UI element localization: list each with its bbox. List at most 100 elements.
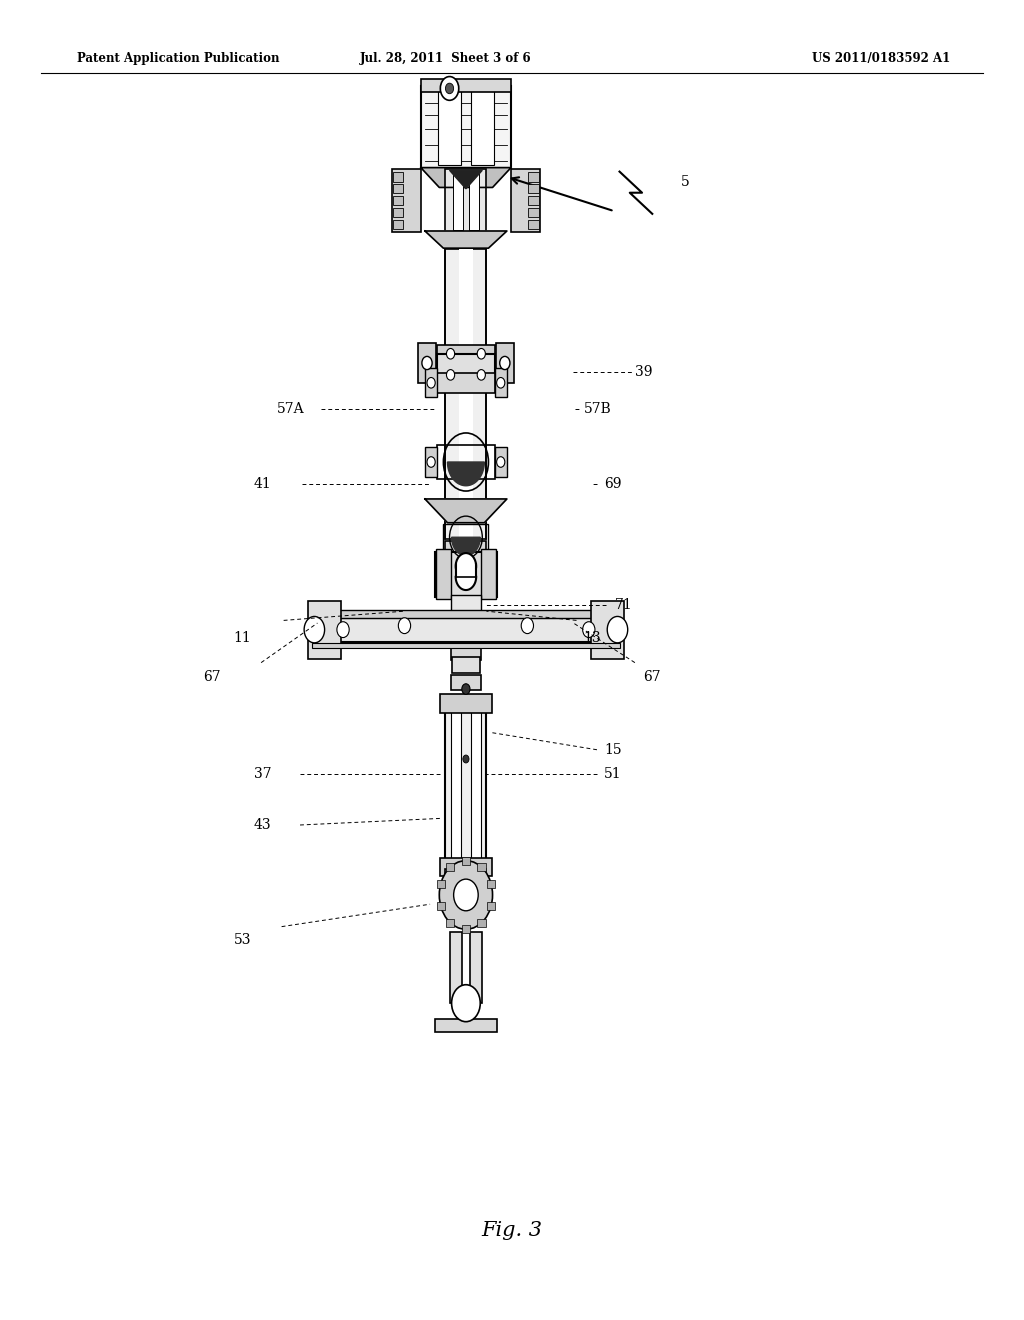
Bar bbox=[451, 675, 481, 690]
Text: 57A: 57A bbox=[276, 403, 304, 416]
Bar bbox=[528, 219, 539, 230]
Circle shape bbox=[477, 348, 485, 359]
Bar bbox=[495, 368, 507, 397]
Bar bbox=[425, 368, 437, 397]
Text: Patent Application Publication: Patent Application Publication bbox=[77, 51, 280, 65]
Bar bbox=[445, 541, 486, 554]
Text: 15: 15 bbox=[604, 743, 622, 756]
Bar bbox=[440, 694, 492, 713]
Bar bbox=[421, 86, 511, 168]
Polygon shape bbox=[450, 170, 482, 189]
Bar bbox=[450, 932, 462, 1003]
Text: 57B: 57B bbox=[584, 403, 611, 416]
Text: 5: 5 bbox=[681, 176, 690, 189]
Bar bbox=[446, 863, 455, 871]
Circle shape bbox=[497, 378, 505, 388]
Bar bbox=[451, 595, 481, 611]
Circle shape bbox=[452, 985, 480, 1022]
Bar bbox=[425, 447, 437, 477]
Bar bbox=[487, 880, 496, 888]
Text: 69: 69 bbox=[604, 478, 622, 491]
Bar bbox=[393, 183, 403, 193]
Circle shape bbox=[521, 618, 534, 634]
Text: 71: 71 bbox=[614, 598, 632, 611]
Circle shape bbox=[427, 457, 435, 467]
Bar bbox=[418, 343, 436, 383]
Bar bbox=[312, 643, 620, 648]
Circle shape bbox=[440, 77, 459, 100]
Bar bbox=[437, 445, 495, 479]
Bar bbox=[453, 170, 463, 230]
Bar bbox=[436, 902, 444, 909]
Bar bbox=[470, 932, 482, 1003]
Circle shape bbox=[446, 370, 455, 380]
Bar bbox=[451, 710, 461, 861]
Bar bbox=[393, 219, 403, 230]
Text: 11: 11 bbox=[233, 631, 251, 644]
Bar bbox=[393, 195, 403, 205]
Text: 37: 37 bbox=[254, 767, 271, 780]
Bar bbox=[436, 549, 451, 599]
Bar bbox=[393, 207, 403, 216]
Text: 43: 43 bbox=[254, 818, 271, 832]
Bar bbox=[462, 925, 470, 933]
Bar bbox=[528, 183, 539, 193]
Bar bbox=[528, 172, 539, 181]
Bar bbox=[392, 169, 421, 232]
Circle shape bbox=[398, 618, 411, 634]
Circle shape bbox=[462, 684, 470, 694]
Bar bbox=[308, 601, 341, 659]
Bar bbox=[443, 524, 488, 550]
Circle shape bbox=[446, 348, 455, 359]
Circle shape bbox=[607, 616, 628, 643]
Circle shape bbox=[439, 861, 493, 929]
Bar bbox=[591, 601, 624, 659]
Circle shape bbox=[463, 755, 469, 763]
Bar bbox=[435, 1019, 497, 1032]
Bar bbox=[393, 172, 403, 181]
Circle shape bbox=[583, 622, 595, 638]
Bar bbox=[445, 169, 486, 232]
Circle shape bbox=[500, 356, 510, 370]
Bar bbox=[477, 863, 485, 871]
Bar bbox=[445, 710, 486, 861]
Bar bbox=[495, 447, 507, 477]
Text: 67: 67 bbox=[203, 671, 220, 684]
Circle shape bbox=[477, 370, 485, 380]
Text: 53: 53 bbox=[233, 933, 251, 946]
Text: Fig. 3: Fig. 3 bbox=[481, 1221, 543, 1239]
Bar bbox=[496, 343, 514, 383]
Bar bbox=[445, 869, 486, 884]
Bar bbox=[438, 88, 461, 165]
Bar bbox=[437, 345, 495, 355]
Bar bbox=[421, 79, 511, 92]
Polygon shape bbox=[456, 569, 476, 590]
Bar bbox=[459, 249, 473, 355]
Bar bbox=[469, 170, 479, 230]
Polygon shape bbox=[425, 499, 507, 523]
Bar bbox=[528, 195, 539, 205]
Text: Jul. 28, 2011  Sheet 3 of 6: Jul. 28, 2011 Sheet 3 of 6 bbox=[359, 51, 531, 65]
Polygon shape bbox=[425, 231, 507, 248]
Bar bbox=[437, 372, 495, 393]
Bar bbox=[511, 169, 540, 232]
Circle shape bbox=[456, 553, 476, 579]
Bar bbox=[437, 354, 495, 380]
Bar bbox=[445, 249, 462, 355]
Text: 13: 13 bbox=[584, 631, 601, 644]
Bar bbox=[462, 857, 470, 865]
Bar bbox=[470, 249, 486, 355]
Bar bbox=[471, 88, 494, 165]
Text: 51: 51 bbox=[604, 767, 622, 780]
Bar bbox=[436, 880, 444, 888]
Circle shape bbox=[497, 457, 505, 467]
Bar bbox=[312, 610, 620, 618]
Circle shape bbox=[454, 879, 478, 911]
Text: 39: 39 bbox=[635, 366, 652, 379]
Polygon shape bbox=[452, 537, 480, 556]
Bar bbox=[528, 207, 539, 216]
Polygon shape bbox=[447, 462, 484, 486]
Circle shape bbox=[427, 378, 435, 388]
Bar bbox=[445, 372, 462, 539]
Bar bbox=[477, 919, 485, 927]
